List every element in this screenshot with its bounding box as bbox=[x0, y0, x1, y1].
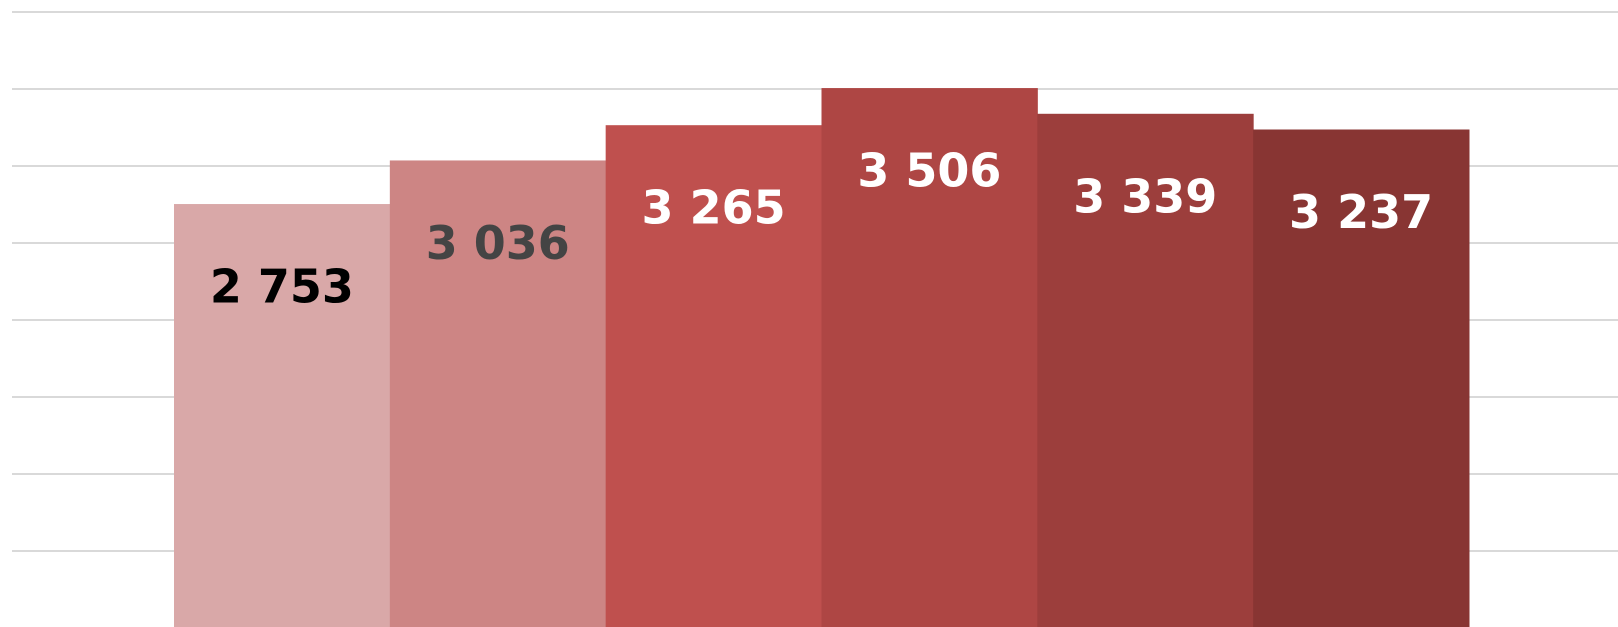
data-label: 2 753 bbox=[210, 260, 354, 314]
bar bbox=[605, 125, 822, 627]
bar bbox=[174, 204, 391, 627]
data-label: 3 036 bbox=[426, 216, 570, 270]
bar bbox=[389, 160, 607, 627]
data-label: 3 237 bbox=[1289, 185, 1433, 239]
bar bbox=[821, 88, 1038, 627]
data-label: 3 339 bbox=[1073, 169, 1217, 223]
bar bbox=[1253, 129, 1470, 627]
data-label: 3 506 bbox=[857, 144, 1001, 198]
bar bbox=[1037, 113, 1254, 627]
data-label: 3 265 bbox=[642, 181, 786, 235]
